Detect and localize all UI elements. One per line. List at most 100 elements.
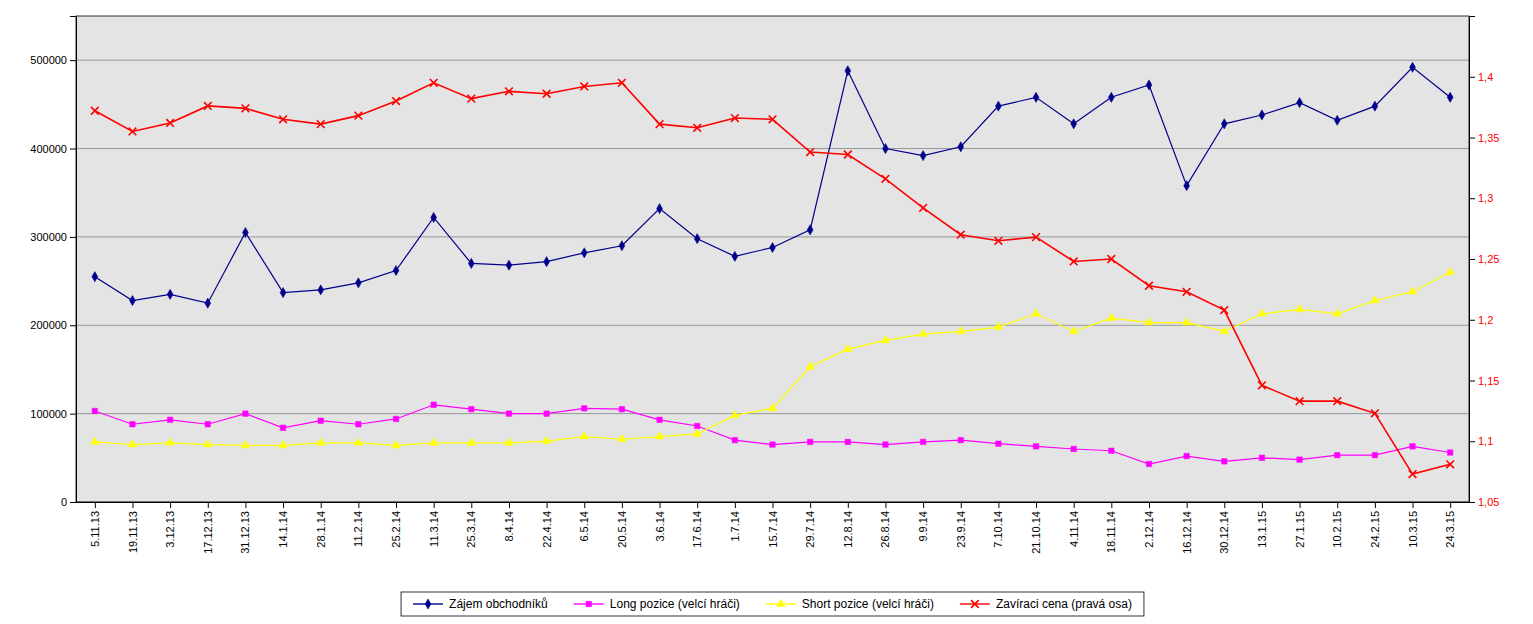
x-tick: 3.6.14: [654, 502, 666, 542]
x-tick-label: 11.2.14: [352, 511, 364, 547]
marker: [1409, 470, 1417, 478]
marker: [844, 344, 852, 351]
grid-line: [76, 413, 1469, 414]
marker: [1259, 455, 1264, 460]
marker: [1071, 119, 1077, 129]
plot-background: [76, 16, 1469, 502]
x-tick: 12.8.14: [842, 502, 854, 548]
marker: [1333, 309, 1341, 316]
x-tick-label: 8.4.14: [503, 511, 515, 542]
x-tick-label: 14.1.14: [277, 511, 289, 548]
x-tick-label: 25.3.14: [465, 511, 477, 548]
x-tick-label: 3.6.14: [654, 511, 666, 542]
x-tick-mark: [584, 502, 585, 508]
marker: [1220, 306, 1228, 314]
marker: [731, 411, 739, 418]
y2-tick-mark: [1469, 502, 1475, 503]
marker: [1146, 80, 1152, 90]
marker: [1033, 92, 1039, 102]
x-tick-mark: [1262, 502, 1263, 508]
marker: [1182, 318, 1190, 325]
y-tick-label: 300000: [30, 231, 67, 243]
marker: [91, 107, 99, 115]
marker: [430, 438, 438, 445]
marker: [1032, 233, 1040, 241]
x-tick: 16.12.14: [1181, 502, 1193, 554]
x-tick-label: 7.10.14: [992, 511, 1004, 548]
x-tick-label: 6.5.14: [578, 511, 590, 542]
x-tick-label: 17.12.13: [202, 511, 214, 554]
marker: [656, 120, 664, 128]
x-tick-label: 18.11.14: [1105, 511, 1117, 553]
y-tick: 300000: [30, 231, 76, 243]
y2-tick-mark: [1469, 320, 1475, 321]
marker: [1108, 92, 1114, 102]
marker: [1259, 110, 1265, 120]
marker: [1446, 267, 1454, 274]
x-tick-mark: [1337, 502, 1338, 508]
x-tick: 27.1.15: [1294, 502, 1306, 548]
x-tick-mark: [1300, 502, 1301, 508]
grid: [76, 60, 1469, 502]
x-tick-label: 27.1.15: [1294, 511, 1306, 548]
x-tick: 21.10.14: [1030, 502, 1042, 554]
series: [92, 402, 1453, 467]
marker: [618, 79, 626, 87]
plot-frame: [76, 16, 1469, 502]
y-tick-mark: [70, 414, 76, 415]
y2-tick-label: 1,25: [1478, 253, 1499, 265]
marker: [995, 101, 1001, 111]
y-tick: 100000: [30, 408, 76, 420]
marker: [204, 102, 212, 110]
marker: [845, 66, 851, 76]
marker: [1372, 452, 1377, 457]
marker: [468, 258, 474, 268]
marker: [1033, 444, 1038, 449]
y2-tick-mark: [1469, 77, 1475, 78]
marker: [91, 437, 99, 444]
legend-marker: [777, 599, 785, 606]
marker: [356, 422, 361, 427]
marker: [279, 441, 287, 448]
x-tick: 18.11.14: [1105, 502, 1117, 553]
marker: [92, 408, 97, 413]
marker: [1296, 397, 1304, 405]
x-tick-label: 4.11.14: [1068, 511, 1080, 547]
y2-tick: 1,05: [1469, 496, 1499, 508]
y2-tick: 1,1: [1469, 435, 1493, 447]
y-tick-label: 0: [61, 496, 67, 508]
x-tick-mark: [735, 502, 736, 508]
marker: [392, 441, 400, 448]
marks: [91, 62, 1455, 478]
marker: [280, 425, 285, 430]
legend-item: Short pozice (velcí hráči): [766, 597, 934, 611]
series: [92, 62, 1453, 308]
marker: [806, 148, 814, 156]
marker: [919, 329, 927, 336]
marker: [431, 402, 436, 407]
x-tick-mark: [208, 502, 209, 508]
marker: [431, 212, 437, 222]
marker: [1410, 62, 1416, 72]
marker: [430, 79, 438, 87]
marker: [882, 175, 890, 183]
chart-container: 5.11.1319.11.133.12.1317.12.1331.12.1314…: [0, 0, 1533, 624]
grid-line: [76, 325, 1469, 326]
y2-tick: 1,4: [1469, 71, 1493, 83]
x-tick-mark: [1375, 502, 1376, 508]
marker: [1371, 409, 1379, 417]
marker: [919, 204, 927, 212]
marker: [693, 124, 701, 132]
x-tick-label: 15.7.14: [767, 511, 779, 548]
x-tick-mark: [509, 502, 510, 508]
legend-label: Short pozice (velcí hráči): [802, 597, 934, 611]
y-tick-label: 100000: [30, 408, 67, 420]
marker: [768, 404, 776, 411]
marker: [845, 439, 850, 444]
marker: [1070, 327, 1078, 334]
x-tick: 1.7.14: [729, 502, 741, 542]
x-tick: 19.11.13: [126, 502, 138, 553]
grid-line: [76, 148, 1469, 149]
marker: [242, 105, 250, 113]
marker: [469, 406, 474, 411]
